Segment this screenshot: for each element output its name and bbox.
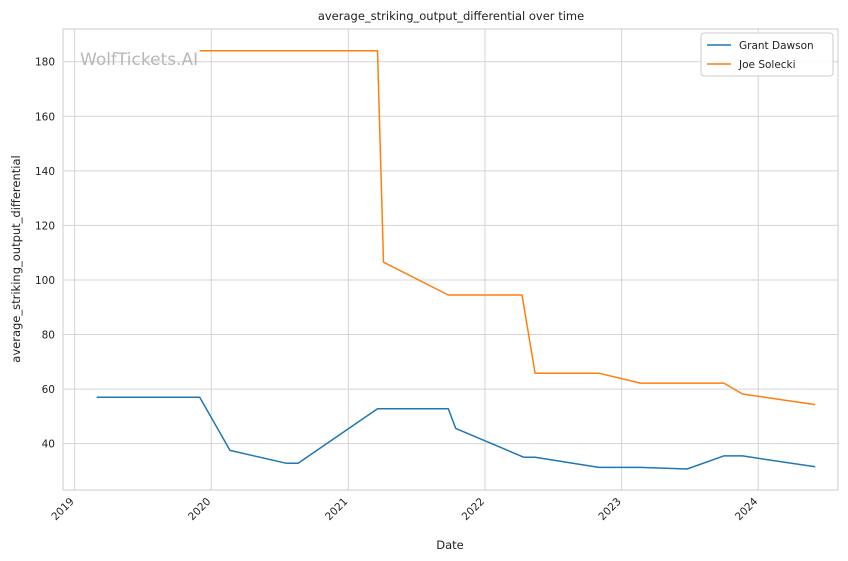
y-tick-label: 120 bbox=[35, 220, 55, 232]
legend-box bbox=[700, 32, 834, 77]
y-tick-label: 60 bbox=[42, 384, 55, 396]
x-tick-label: 2023 bbox=[596, 496, 623, 523]
x-tick-label: 2024 bbox=[733, 495, 761, 523]
x-tick-label: 2021 bbox=[323, 496, 350, 523]
y-tick-label: 160 bbox=[35, 111, 55, 123]
x-tick-label: 2022 bbox=[460, 496, 487, 523]
y-tick-label: 80 bbox=[42, 330, 55, 342]
grid bbox=[63, 29, 838, 490]
y-tick-label: 40 bbox=[42, 439, 55, 451]
y-axis-label: average_striking_output_differential bbox=[9, 155, 23, 362]
series-line-joe-solecki bbox=[199, 50, 816, 406]
legend-label-joe-solecki: Joe Solecki bbox=[738, 59, 796, 71]
y-tick-labels: 40 60 80 100 120 140 160 180 bbox=[35, 57, 55, 451]
y-tick-label: 180 bbox=[35, 57, 55, 69]
x-axis-label: Date bbox=[436, 538, 464, 552]
legend: Grant Dawson Joe Solecki bbox=[700, 32, 834, 77]
plot-frame bbox=[62, 28, 839, 491]
x-tick-label: 2020 bbox=[186, 496, 213, 523]
watermark: WolfTickets.AI bbox=[80, 50, 198, 70]
chart-title: average_striking_output_differential ove… bbox=[318, 9, 584, 23]
y-tick-label: 100 bbox=[35, 275, 55, 287]
x-tick-labels: 2019 2020 2021 2022 2023 2024 bbox=[49, 495, 760, 523]
series-line-grant-dawson bbox=[96, 396, 816, 470]
x-tick-label: 2019 bbox=[49, 496, 76, 523]
y-tick-label: 140 bbox=[35, 166, 55, 178]
legend-label-grant-dawson: Grant Dawson bbox=[739, 40, 814, 52]
series-lines bbox=[96, 50, 816, 470]
